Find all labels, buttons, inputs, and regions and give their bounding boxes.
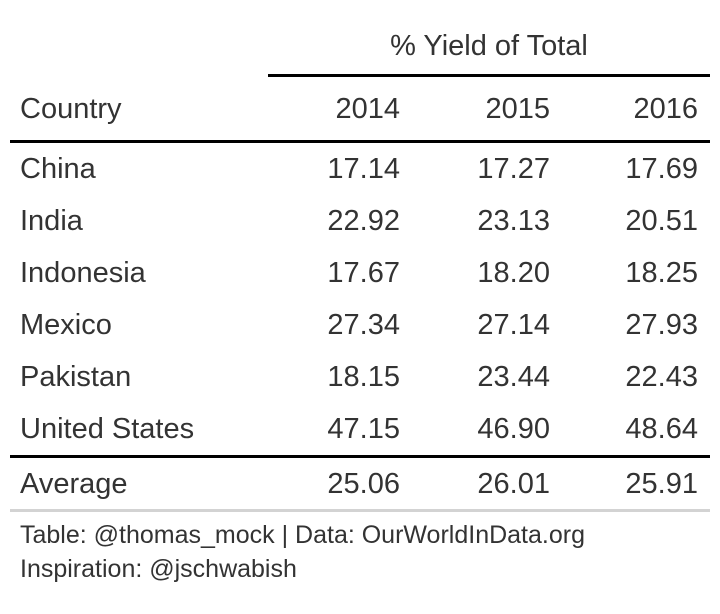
country-cell: United States (20, 413, 195, 445)
summary-cell-2014: 25.06 (327, 468, 400, 500)
table-row: Indonesia 17.67 18.20 18.25 (10, 247, 710, 299)
value-cell-2016: 18.25 (625, 257, 698, 289)
value-cell-2014: 27.34 (327, 309, 400, 341)
country-cell: Indonesia (20, 257, 146, 289)
source-note-data: Table: @thomas_mock | Data: OurWorldInDa… (20, 521, 585, 549)
value-cell-2016: 48.64 (625, 413, 698, 445)
summary-row: Average 25.06 26.01 25.91 (10, 458, 710, 510)
country-cell: Pakistan (20, 361, 132, 393)
summary-cell-2016: 25.91 (625, 468, 698, 500)
table-row: India 22.92 23.13 20.51 (10, 195, 710, 247)
source-note-inspiration: Inspiration: @jschwabish (20, 555, 297, 583)
value-cell-2014: 18.15 (327, 361, 400, 393)
spanner-label: % Yield of Total (390, 30, 588, 62)
value-cell-2014: 22.92 (327, 205, 400, 237)
header-rule (10, 140, 710, 143)
summary-label: Average (20, 468, 128, 500)
value-cell-2016: 17.69 (625, 153, 698, 185)
value-cell-2016: 27.93 (625, 309, 698, 341)
value-cell-2015: 46.90 (477, 413, 550, 445)
value-cell-2015: 18.20 (477, 257, 550, 289)
summary-cell-2015: 26.01 (477, 468, 550, 500)
table-row: China 17.14 17.27 17.69 (10, 143, 710, 195)
country-cell: India (20, 205, 83, 237)
table-row: Pakistan 18.15 23.44 22.43 (10, 351, 710, 403)
country-cell: Mexico (20, 309, 112, 341)
column-header-2014: 2014 (335, 93, 400, 125)
value-cell-2015: 23.44 (477, 361, 550, 393)
footer-rule (10, 509, 710, 512)
table-row: United States 47.15 46.90 48.64 (10, 403, 710, 455)
country-cell: China (20, 153, 96, 185)
value-cell-2015: 23.13 (477, 205, 550, 237)
spanner-rule (268, 74, 710, 77)
summary-rule (10, 455, 710, 458)
value-cell-2016: 22.43 (625, 361, 698, 393)
column-header-country: Country (20, 93, 122, 125)
source-notes: Table: @thomas_mock | Data: OurWorldInDa… (20, 518, 585, 586)
value-cell-2016: 20.51 (625, 205, 698, 237)
column-header-2015: 2015 (485, 93, 550, 125)
value-cell-2014: 47.15 (327, 413, 400, 445)
value-cell-2014: 17.14 (327, 153, 400, 185)
table-row: Mexico 27.34 27.14 27.93 (10, 299, 710, 351)
value-cell-2014: 17.67 (327, 257, 400, 289)
value-cell-2015: 17.27 (477, 153, 550, 185)
value-cell-2015: 27.14 (477, 309, 550, 341)
column-header-2016: 2016 (633, 93, 698, 125)
